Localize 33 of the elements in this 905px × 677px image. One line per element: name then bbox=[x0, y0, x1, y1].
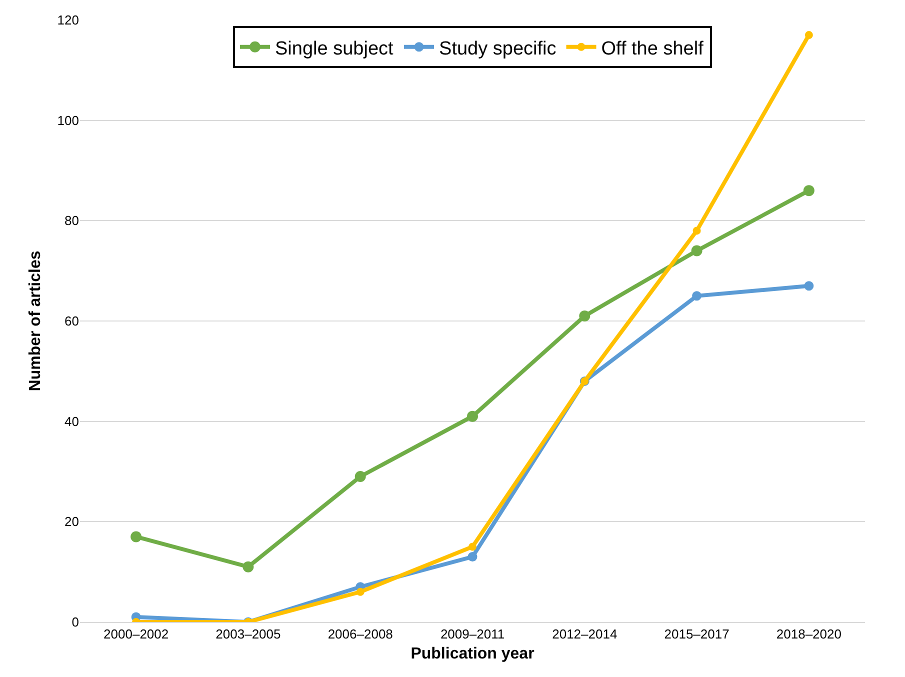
point bbox=[691, 245, 702, 256]
legend-label: Study specific bbox=[439, 38, 556, 60]
point bbox=[467, 410, 478, 422]
x-tick-label: 2009–2011 bbox=[440, 626, 505, 642]
point bbox=[354, 471, 366, 482]
x-tick-label: 2000–2002 bbox=[104, 626, 169, 642]
y-tick-label: 20 bbox=[64, 514, 79, 530]
y-tick-label: 40 bbox=[64, 414, 79, 429]
x-tick-label: 2015–2017 bbox=[664, 626, 730, 642]
point bbox=[692, 226, 701, 235]
x-tick-label: 2018–2020 bbox=[776, 626, 842, 642]
y-tick-label: 120 bbox=[57, 12, 79, 28]
point bbox=[468, 542, 476, 551]
x-tick-label: 2006–2008 bbox=[328, 626, 393, 642]
y-tick-label: 60 bbox=[64, 314, 79, 329]
point bbox=[468, 552, 478, 562]
x-tick-label: 2003–2005 bbox=[216, 626, 281, 642]
point bbox=[804, 31, 813, 40]
point bbox=[804, 281, 814, 291]
y-tick-label: 0 bbox=[72, 614, 79, 630]
y-tick-label: 100 bbox=[57, 112, 79, 128]
point bbox=[692, 291, 702, 301]
point bbox=[130, 531, 142, 542]
x-tick-label: 2012–2014 bbox=[552, 626, 618, 642]
legend-label: Off the shelf bbox=[601, 38, 704, 60]
legend-label: Single subject bbox=[275, 38, 394, 60]
point bbox=[242, 561, 254, 572]
point bbox=[356, 588, 364, 596]
y-tick-label: 80 bbox=[64, 213, 79, 228]
x-axis-title: Publication year bbox=[410, 645, 534, 662]
point bbox=[579, 310, 590, 322]
point bbox=[803, 185, 814, 196]
y-axis-title: Number of articles bbox=[27, 250, 44, 392]
